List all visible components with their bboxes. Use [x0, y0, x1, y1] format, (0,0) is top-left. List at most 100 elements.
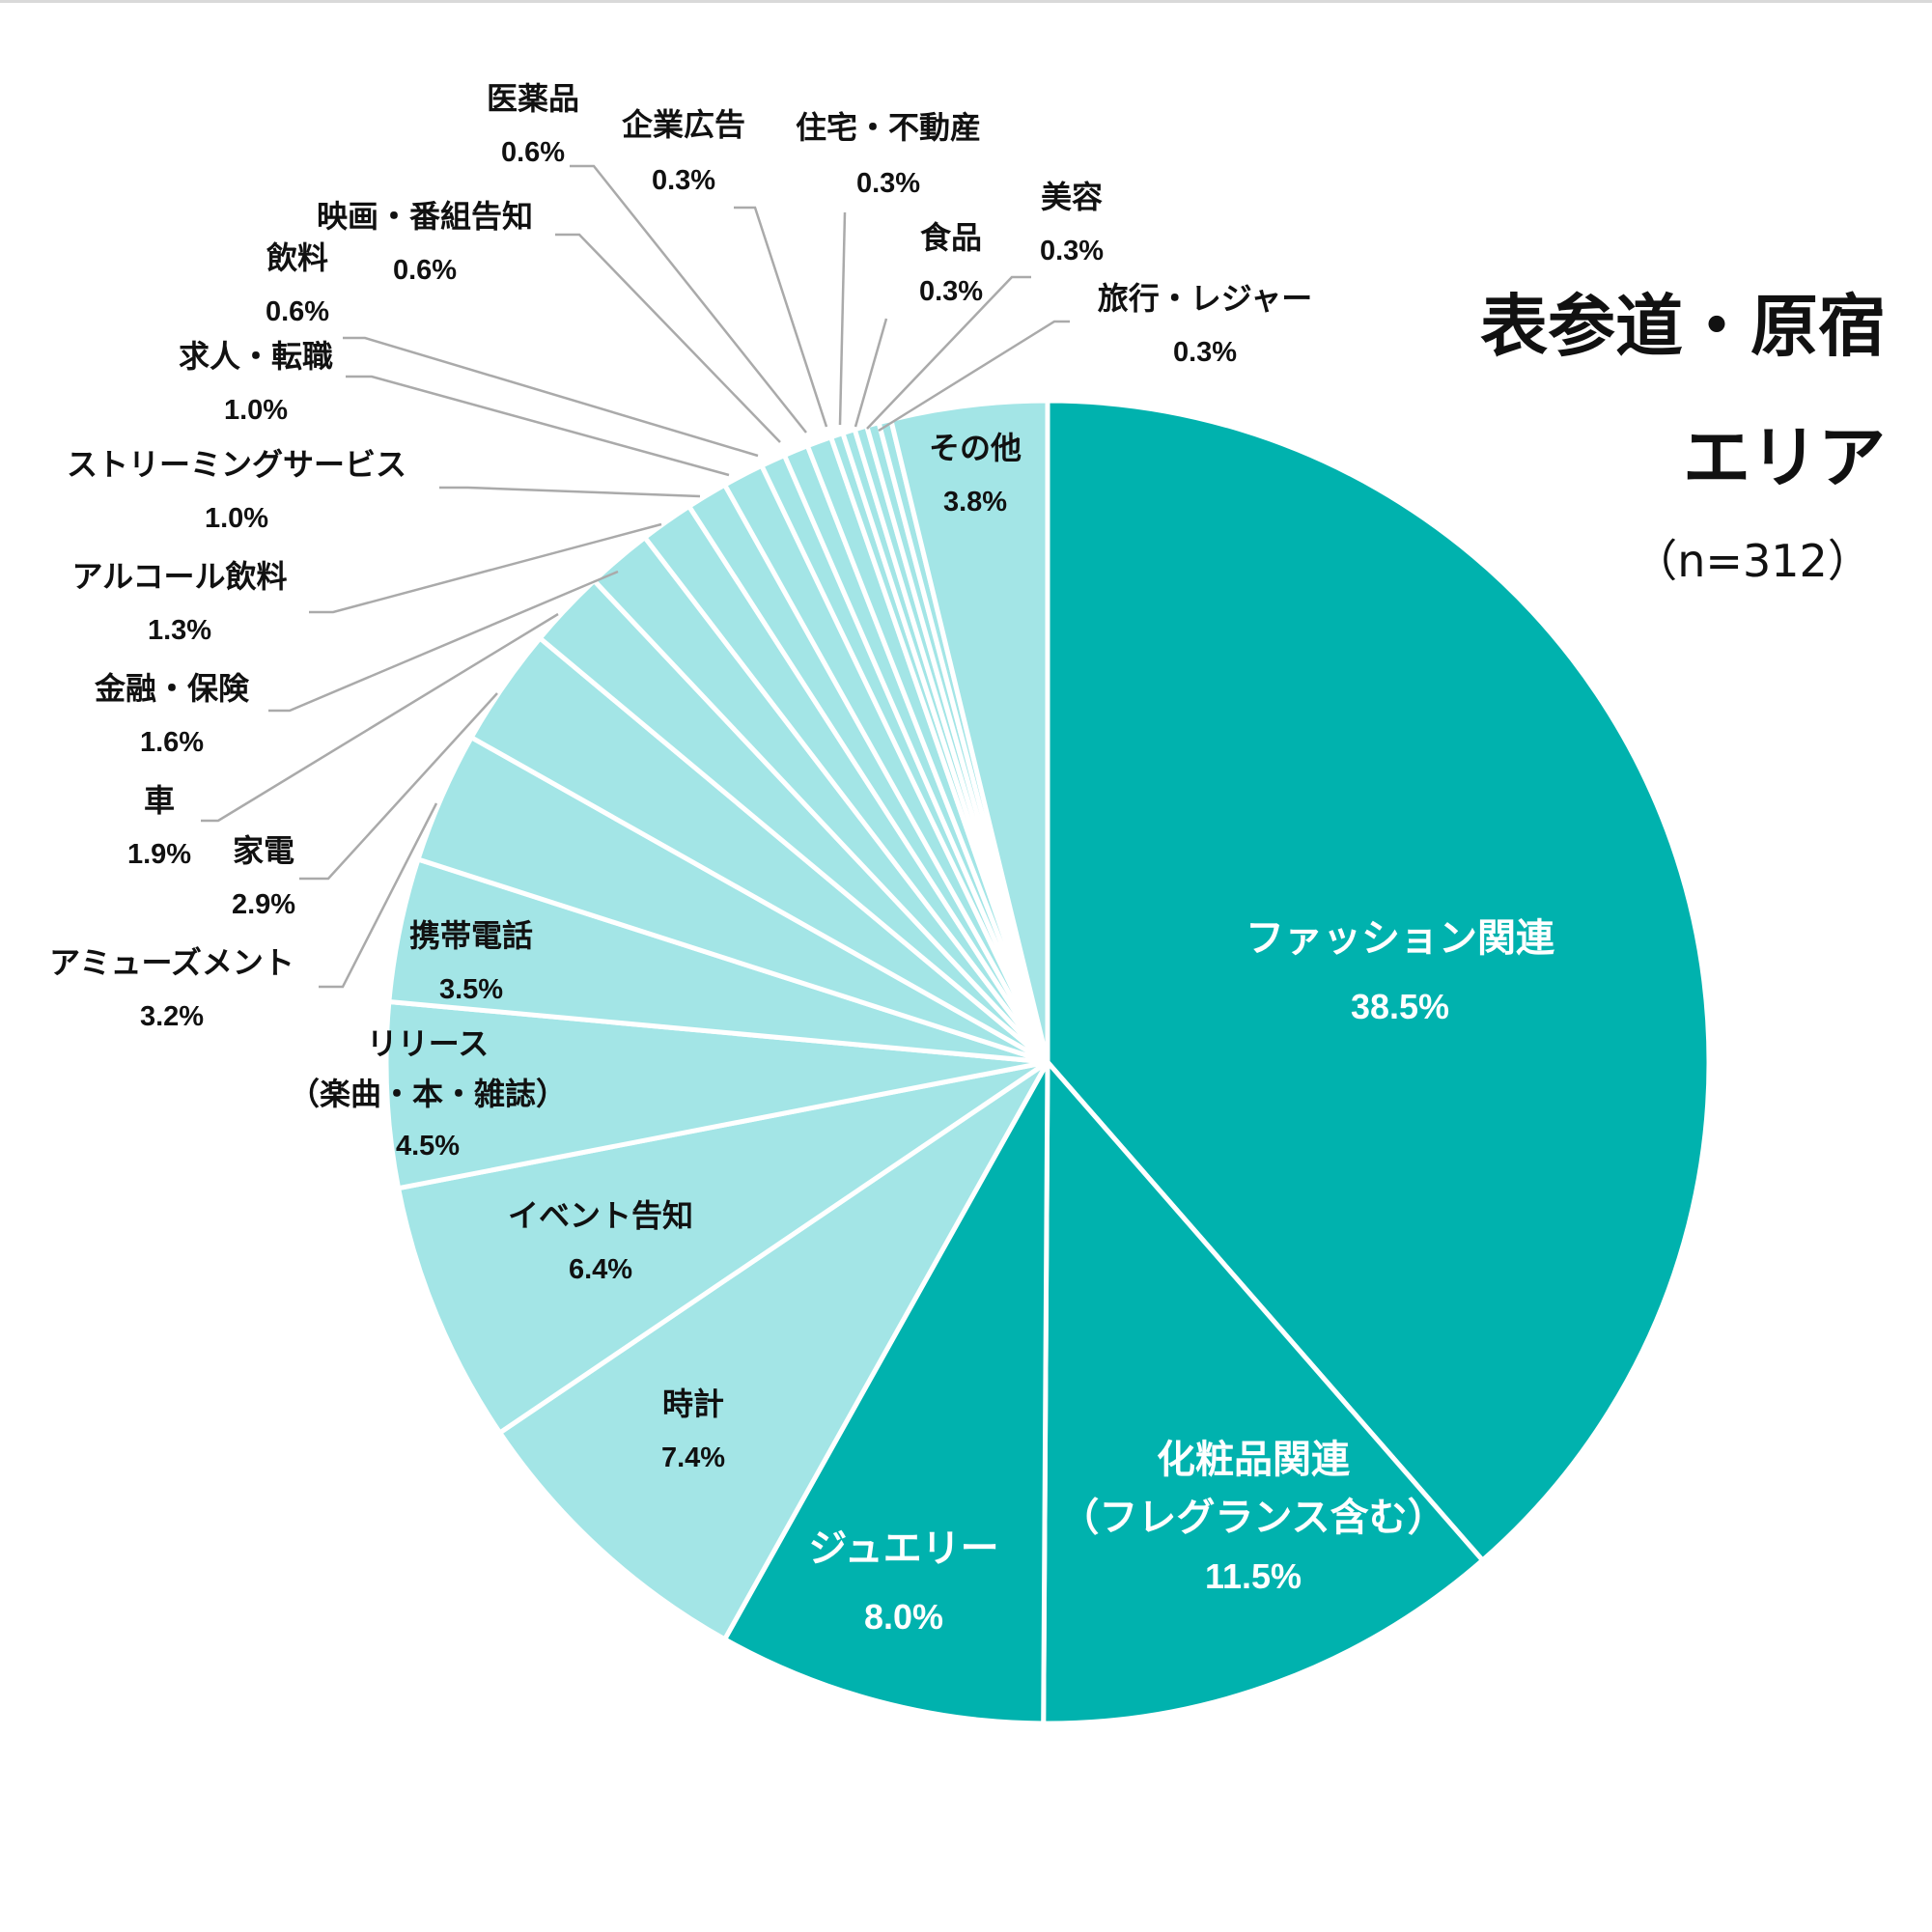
pie-slice-時計	[497, 1059, 1050, 1642]
slice-label-text: 美容	[1041, 180, 1103, 214]
slice-label-金融保険: 金融・保険 1.6%	[94, 671, 250, 758]
slice-label-その他: その他 3.8%	[929, 431, 1022, 518]
slice-value: 11.5%	[1205, 1556, 1302, 1596]
slice-value: 1.0%	[205, 503, 268, 534]
leader-line-食品	[854, 318, 888, 428]
slice-value: 2.9%	[232, 889, 295, 920]
slice-label-アミューズメント: アミューズメント 3.2%	[49, 945, 294, 1032]
slice-label-text: ジュエリー	[808, 1527, 998, 1570]
chart-title-line-2: エリア	[1683, 418, 1886, 497]
slice-label-text: アルコール飲料	[71, 559, 287, 594]
leader-line-美容	[866, 275, 1031, 430]
leader-line-映画番組告知	[555, 233, 781, 443]
leader-lines	[201, 164, 1070, 989]
slice-value: 3.8%	[943, 487, 1007, 518]
slice-label-企業広告: 企業広告 0.3%	[622, 107, 745, 196]
slice-label-text: 化粧品関連	[1157, 1439, 1351, 1481]
slice-value: 0.3%	[919, 276, 983, 307]
leader-line-金融保険	[268, 570, 619, 713]
slice-value: 1.0%	[224, 395, 288, 426]
slice-label-ファッション関連: ファッション関連 38.5%	[1246, 917, 1555, 1026]
slice-label-text: 映画・番組告知	[317, 199, 533, 234]
chart-title: 表参道・原宿 エリア	[1480, 261, 1886, 523]
slice-label-家電: 家電 2.9%	[232, 833, 295, 920]
slice-value: 3.2%	[140, 1001, 204, 1032]
pie-slice-その他	[888, 398, 1050, 1065]
slice-label-text: 医薬品	[487, 81, 579, 116]
slice-label-旅行レジャー: 旅行・レジャー 0.3%	[1098, 281, 1312, 368]
slice-label-ストリーミングサービス: ストリーミングサービス 1.0%	[67, 447, 406, 534]
slice-value: 6.4%	[569, 1254, 632, 1285]
pie-slice-ファッション関連	[1045, 398, 1712, 1563]
slice-value: 0.3%	[652, 165, 715, 196]
slice-label-text: 金融・保険	[94, 671, 250, 706]
slice-label-text: 食品	[920, 220, 982, 255]
leader-line-企業広告	[734, 206, 828, 428]
slice-value: 0.6%	[501, 137, 565, 168]
leader-line-ストリーミングサービス	[439, 486, 701, 498]
slice-label-text: 車	[144, 783, 175, 818]
pie-slice-化粧品関連-フレグランス含む	[1041, 1059, 1485, 1726]
slice-label-化粧品関連-フレグランス含む: 化粧品関連 （フレグランス含む） 11.5%	[1060, 1439, 1445, 1596]
pie-slices	[383, 398, 1712, 1726]
slice-value: 7.4%	[661, 1442, 725, 1473]
pie-slice-ジュエリー	[722, 1059, 1050, 1726]
leader-line-飲料	[343, 336, 759, 458]
leader-line-住宅不動産	[838, 211, 847, 426]
slice-label-text: 住宅・不動産	[796, 110, 981, 145]
slice-label-イベント告知: イベント告知 6.4%	[508, 1198, 693, 1285]
leader-line-アルコール飲料	[309, 522, 662, 614]
slice-label-text: 家電	[233, 833, 294, 868]
slice-value: 0.6%	[393, 255, 457, 286]
top-divider-line	[0, 0, 1932, 3]
slice-value: 0.3%	[1040, 236, 1104, 266]
slice-label-text: 求人・転職	[179, 339, 333, 374]
slice-label-text: （フレグランス含む）	[1060, 1497, 1445, 1539]
leader-line-家電	[299, 692, 498, 881]
slice-label-text: アミューズメント	[49, 945, 294, 980]
slice-label-text: イベント告知	[508, 1198, 693, 1233]
slice-label-text: ファッション関連	[1246, 917, 1555, 960]
slice-value: 4.5%	[396, 1131, 460, 1162]
slice-label-求人転職: 求人・転職 1.0%	[179, 339, 333, 426]
slice-label-text: ストリーミングサービス	[67, 447, 406, 482]
slice-label-アルコール飲料: アルコール飲料 1.3%	[71, 559, 287, 646]
slice-label-リリース-楽曲本雑誌: リリース （楽曲・本・雑誌） 4.5%	[289, 1026, 567, 1162]
chart-title-line-1: 表参道・原宿	[1480, 287, 1886, 366]
leader-line-求人転職	[346, 375, 730, 477]
slice-label-飲料: 飲料 0.6%	[266, 240, 329, 327]
leader-line-アミューズメント	[319, 802, 438, 989]
slice-label-text: 携帯電話	[409, 918, 533, 953]
slice-label-ジュエリー: ジュエリー 8.0%	[808, 1527, 998, 1637]
slice-label-text: 企業広告	[622, 107, 745, 142]
slice-label-住宅不動産: 住宅・不動産 0.3%	[796, 110, 981, 199]
slice-label-text: 時計	[662, 1386, 724, 1421]
leader-line-旅行レジャー	[878, 320, 1070, 433]
slice-label-text: その他	[929, 431, 1022, 465]
slice-value: 1.9%	[127, 839, 191, 870]
slice-value: 0.6%	[266, 296, 329, 327]
slice-label-時計: 時計 7.4%	[661, 1386, 725, 1473]
leader-line-医薬品	[570, 164, 807, 434]
slice-label-車: 車 1.9%	[127, 783, 191, 870]
sample-size: （n=312）	[1633, 535, 1872, 587]
slice-label-text: 旅行・レジャー	[1098, 281, 1312, 316]
slice-value: 1.6%	[140, 727, 204, 758]
slice-label-text: （楽曲・本・雑誌）	[289, 1077, 567, 1111]
leader-line-車	[201, 612, 559, 823]
slice-value: 0.3%	[1173, 337, 1237, 368]
slice-label-text: 飲料	[266, 240, 328, 275]
slice-label-美容: 美容 0.3%	[1040, 180, 1104, 266]
slice-value: 38.5%	[1351, 987, 1449, 1026]
slice-value: 1.3%	[148, 615, 211, 646]
slice-label-医薬品: 医薬品 0.6%	[487, 81, 579, 168]
slice-labels: ファッション関連 38.5% 化粧品関連 （フレグランス含む） 11.5% ジュエリー 8.…	[49, 81, 1555, 1637]
slice-label-携帯電話: 携帯電話 3.5%	[409, 918, 533, 1005]
slice-value: 0.3%	[856, 168, 920, 199]
slice-label-text: リリース	[367, 1026, 489, 1061]
pie-slice-イベント告知	[396, 1059, 1050, 1436]
slice-label-食品: 食品 0.3%	[919, 220, 983, 307]
slice-value: 3.5%	[439, 974, 503, 1005]
slice-label-映画番組告知: 映画・番組告知 0.6%	[317, 199, 533, 286]
